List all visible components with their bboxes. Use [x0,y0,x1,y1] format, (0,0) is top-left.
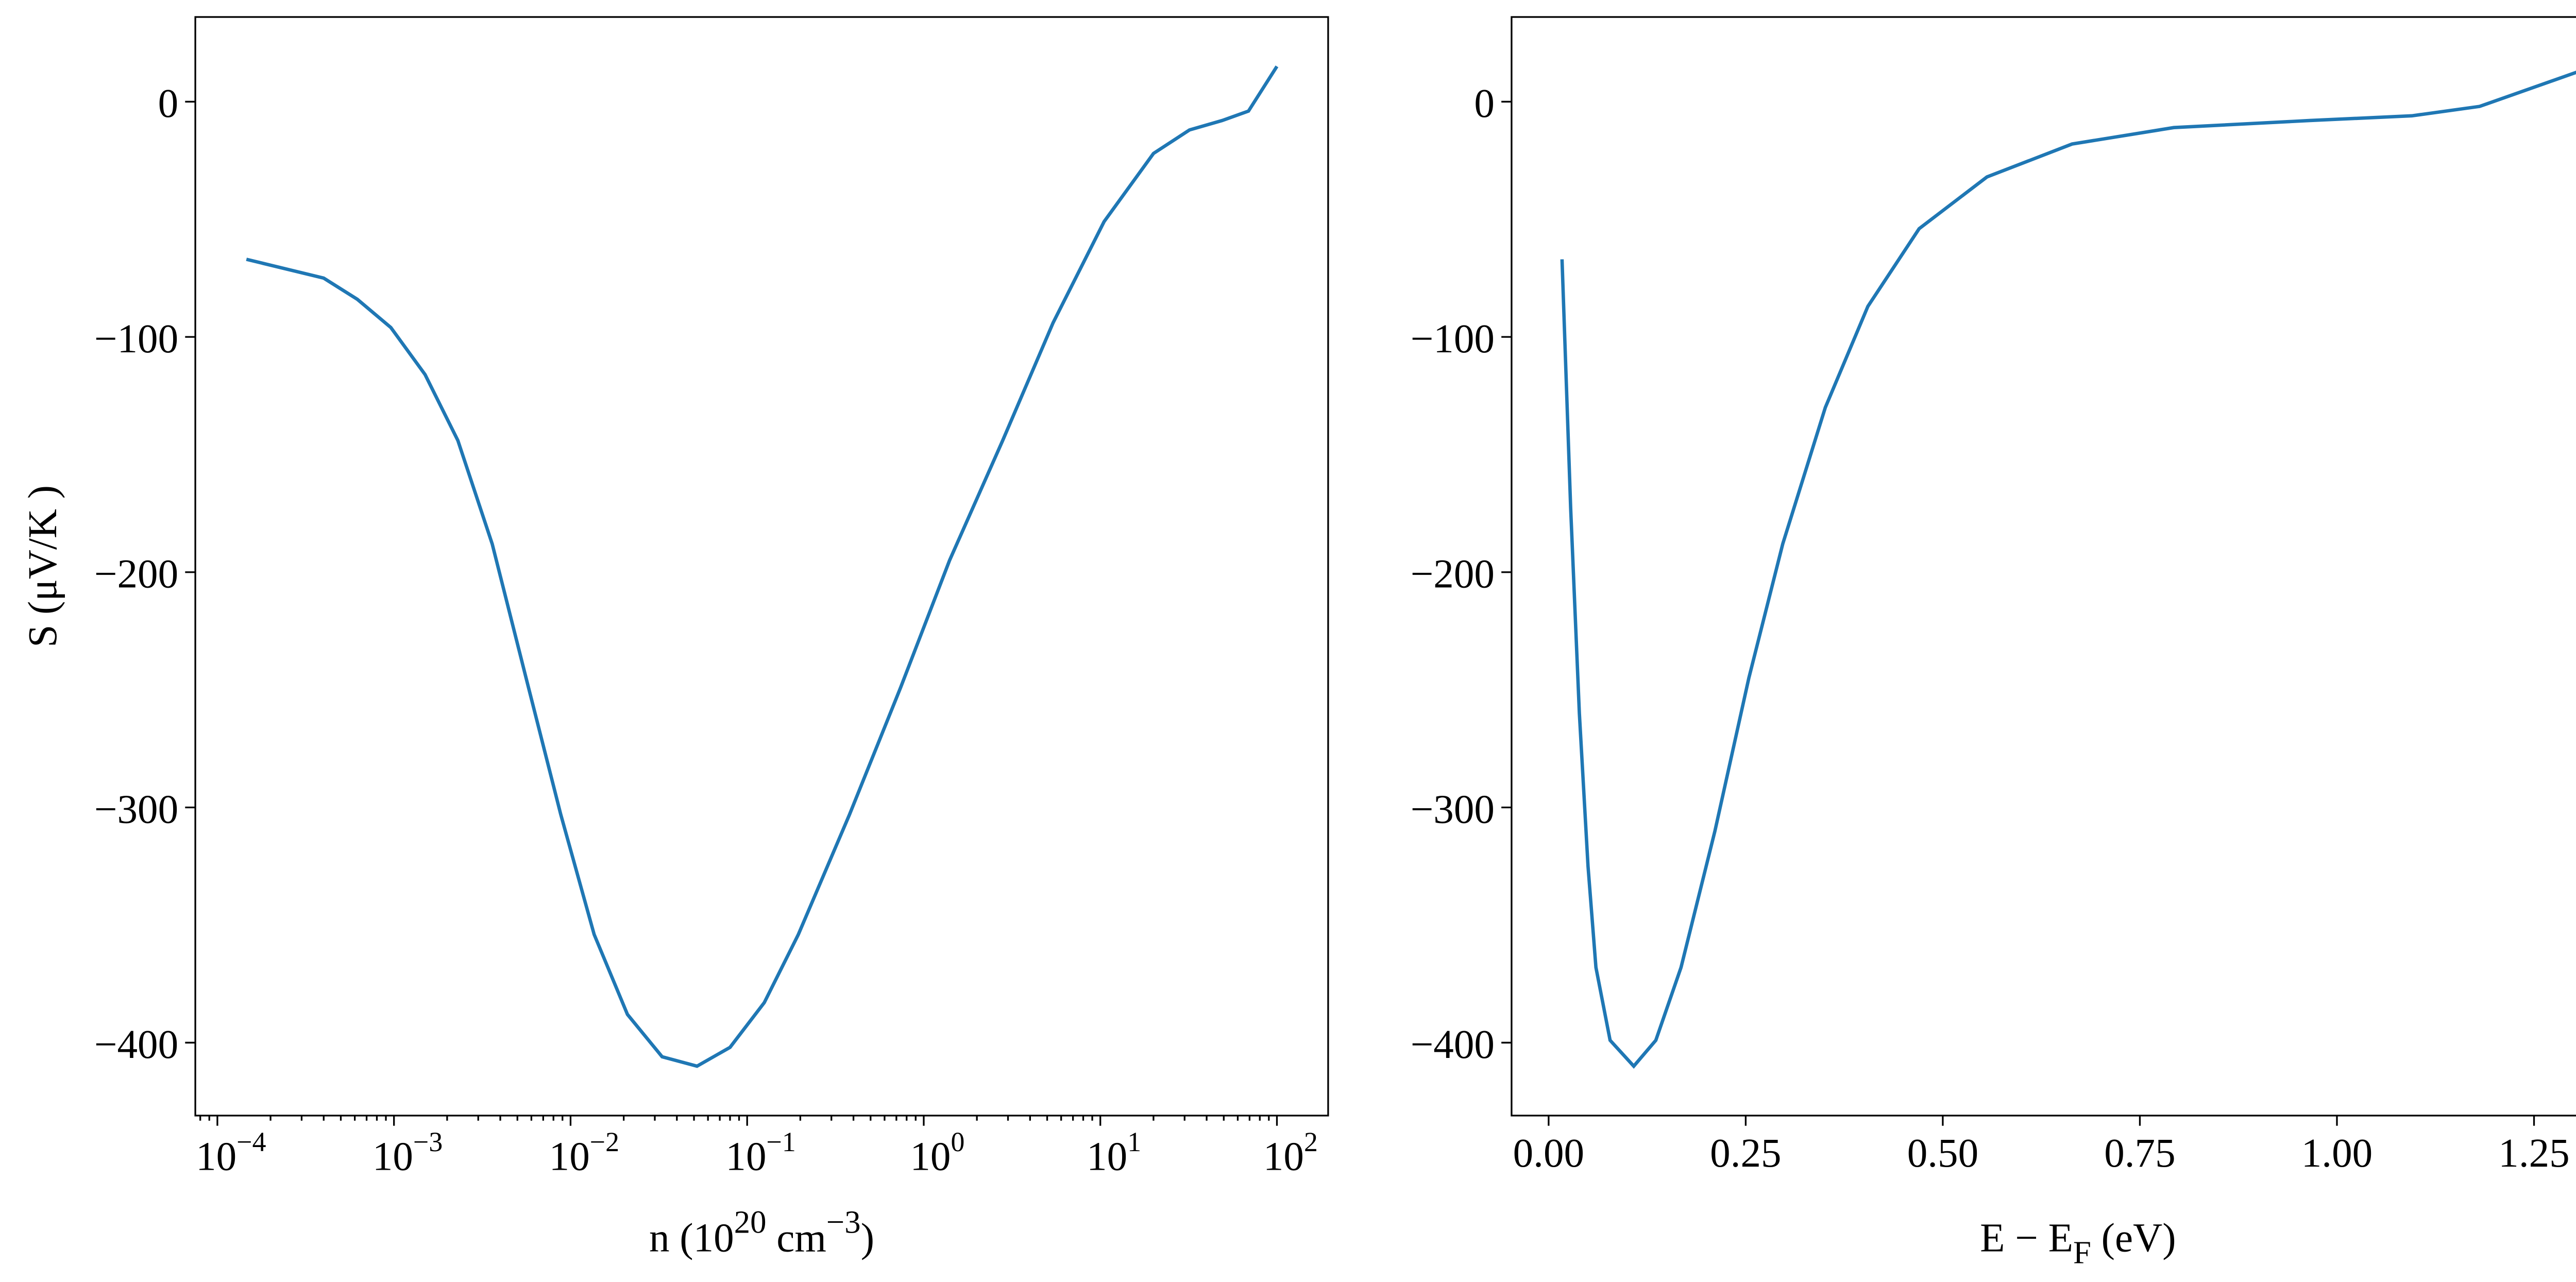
x-tick-label: 0.75 [2104,1131,2175,1176]
x-tick-label: 0.00 [1513,1131,1584,1176]
y-tick-label: −400 [94,1022,178,1067]
x-tick-label: 1.00 [2301,1131,2372,1176]
label-part: E − E [1980,1216,2073,1261]
y-tick-label: −300 [1411,787,1495,832]
data-line [1560,71,2576,1069]
x-axis-label: E − EF (eV) [1980,1216,2176,1271]
label-script: 0 [951,1126,964,1157]
label-part: cm [766,1216,826,1261]
label-part: n (10 [649,1216,734,1261]
x-tick-label: 10−4 [196,1126,266,1179]
label-script: −3 [413,1126,443,1157]
label-script: −2 [590,1126,619,1157]
y-tick-label: 0 [1474,81,1495,126]
label-part: 10 [196,1134,236,1179]
label-part: 10 [1087,1134,1127,1179]
label-script: −1 [767,1126,796,1157]
x-tick-label: 101 [1087,1126,1141,1179]
label-part: 10 [725,1134,766,1179]
y-tick-label: −100 [94,317,178,362]
label-script: −3 [826,1204,861,1240]
y-tick-label: −300 [94,787,178,832]
x-tick-label: 10−3 [372,1126,443,1179]
plot-frame [194,16,1329,1117]
x-tick-label: 102 [1263,1126,1318,1179]
x-tick-label: 0.25 [1710,1131,1781,1176]
y-tick-label: −200 [1411,552,1495,597]
x-axis-label: n (1020 cm−3) [649,1204,874,1260]
label-part: 10 [372,1134,413,1179]
label-part: 10 [549,1134,590,1179]
label-part: 10 [1263,1134,1304,1179]
x-tick-label: 10−2 [549,1126,619,1179]
label-script: −4 [236,1126,266,1157]
x-tick-label: 10−1 [725,1126,795,1179]
y-tick-label: 0 [158,81,179,126]
data-line [246,65,1279,1068]
x-tick-label: 0.50 [1907,1131,1978,1176]
plot-frame [1511,16,2576,1117]
y-axis-label: S (μV/K ) [21,485,65,647]
y-tick-label: −200 [94,552,178,597]
label-part: ) [861,1216,874,1261]
label-part: (eV) [2091,1216,2176,1261]
label-script: 20 [734,1204,767,1240]
y-tick-label: −100 [1411,317,1495,362]
label-script: 2 [1304,1126,1318,1157]
label-part: 10 [910,1134,951,1179]
x-tick-label: 1.25 [2498,1131,2569,1176]
label-script: F [2073,1235,2091,1271]
y-tick-label: −400 [1411,1022,1495,1067]
x-tick-label: 100 [910,1126,964,1179]
label-script: 1 [1127,1126,1141,1157]
